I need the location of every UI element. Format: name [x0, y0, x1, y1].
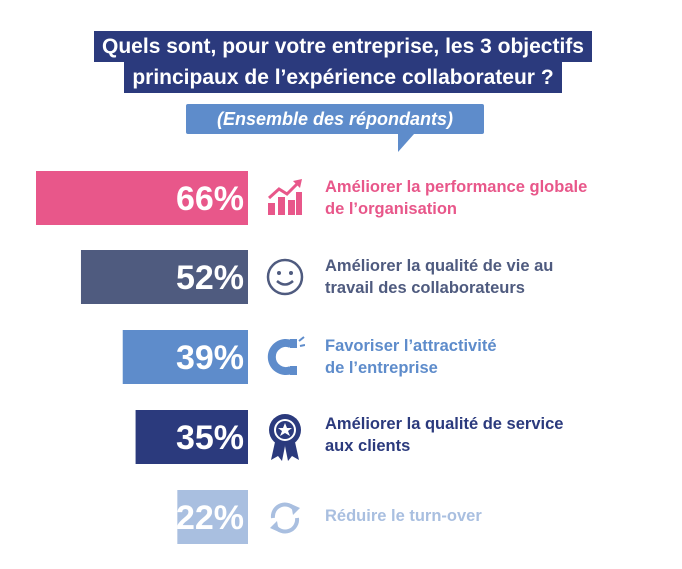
smiley-icon	[266, 258, 304, 296]
row-label-line: de l’entreprise	[325, 359, 438, 377]
bar-quality-of-life	[80, 250, 248, 304]
growth-chart-icon	[267, 179, 302, 215]
bar-performance	[36, 171, 248, 225]
refresh-cycle-icon	[270, 502, 300, 534]
subtitle-speech-tail	[398, 134, 414, 152]
title-line-2: principaux de l’expérience collaborateur…	[124, 62, 562, 93]
row-label-service-quality: Améliorer la qualité de service aux clie…	[325, 413, 645, 457]
chart-title: Quels sont, pour votre entreprise, les 3…	[92, 31, 594, 93]
row-label-line: aux clients	[325, 437, 411, 455]
row-label-line: Favoriser l’attractivité	[325, 337, 497, 355]
title-line-1: Quels sont, pour votre entreprise, les 3…	[94, 31, 592, 62]
row-label-line: Améliorer la qualité de service	[325, 415, 564, 433]
row-label-attractiveness: Favoriser l’attractivité de l’entreprise	[325, 335, 645, 379]
row-label-performance: Améliorer la performance globale de l’or…	[325, 176, 645, 220]
chart-subtitle: (Ensemble des répondants)	[186, 104, 484, 134]
bar-value-label: 52%	[176, 259, 244, 297]
bar-value-label: 22%	[176, 499, 244, 537]
row-label-line: Améliorer la performance globale	[325, 178, 588, 196]
bar-attractiveness	[122, 330, 248, 384]
bar-service-quality	[135, 410, 248, 464]
row-label-turnover: Réduire le turn-over	[325, 505, 645, 527]
row-label-line: de l’organisation	[325, 200, 458, 218]
bar-value-label: 39%	[176, 339, 244, 377]
bar-value-label: 66%	[176, 180, 244, 218]
bar-value-label: 35%	[176, 419, 244, 457]
row-label-quality-of-life: Améliorer la qualité de vie au travail d…	[325, 255, 645, 299]
row-label-line: Améliorer la qualité de vie au	[325, 257, 554, 275]
award-badge-icon	[269, 414, 301, 461]
bar-turnover	[177, 490, 248, 544]
row-label-line: Réduire le turn-over	[325, 507, 482, 525]
magnet-icon	[267, 336, 305, 375]
row-label-line: travail des collaborateurs	[325, 279, 525, 297]
